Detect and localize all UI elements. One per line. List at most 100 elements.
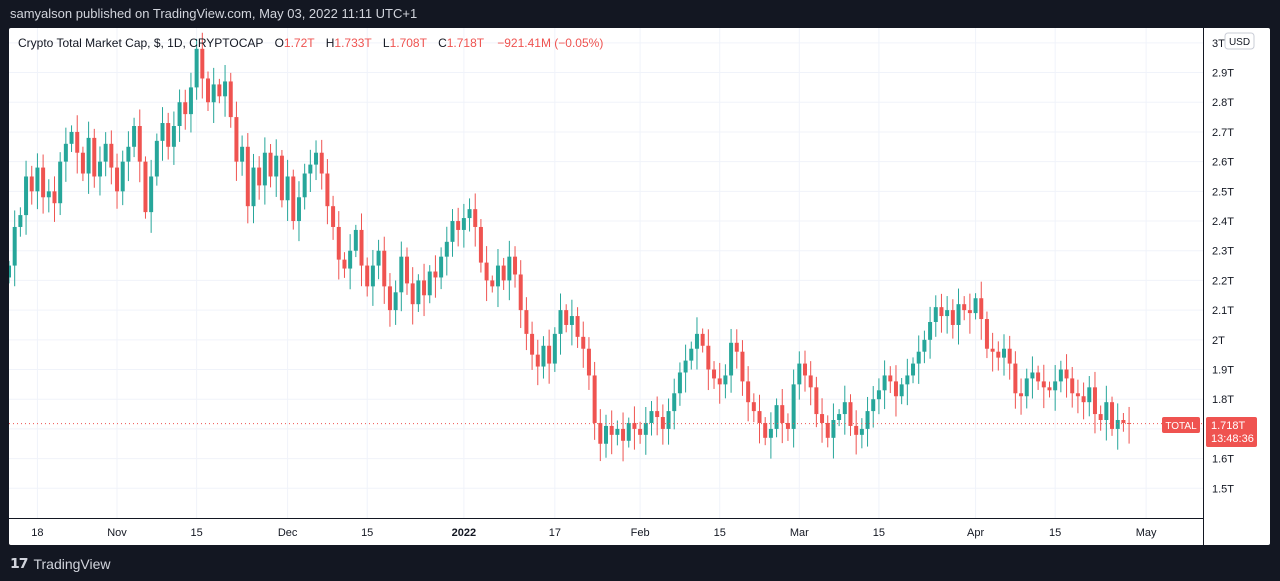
x-tick-label: 15 xyxy=(714,527,726,539)
candle-body xyxy=(405,256,409,284)
candle-body xyxy=(859,428,864,435)
candle-body xyxy=(194,48,199,88)
candle-body xyxy=(444,241,449,257)
legend-high-value: 1.733T xyxy=(334,36,372,50)
candle-body xyxy=(854,425,859,435)
symbol-tag: TOTAL xyxy=(1165,421,1197,432)
candle-body xyxy=(109,143,114,168)
candle-body xyxy=(797,363,802,385)
tradingview-logo[interactable]: 𝟭𝟳 TradingView xyxy=(10,555,111,572)
candle-body xyxy=(507,256,512,281)
candle-body xyxy=(1092,387,1097,415)
y-tick-label: 2.1T xyxy=(1212,305,1234,317)
legend-open-label: O xyxy=(275,36,284,50)
candle-body xyxy=(41,167,46,198)
x-tick-label: 15 xyxy=(1049,527,1061,539)
candle-body xyxy=(706,345,711,370)
price-tag-value: 1.718T xyxy=(1211,420,1246,432)
candle-body xyxy=(1098,414,1103,420)
y-tick-label: 2.3T xyxy=(1212,246,1234,258)
publisher-line: samyalson published on TradingView.com, … xyxy=(10,6,418,21)
candle-body xyxy=(694,333,699,349)
y-tick-label: 2.8T xyxy=(1212,97,1234,109)
candle-body xyxy=(848,402,853,426)
candle-body xyxy=(171,126,176,147)
candle-body xyxy=(911,363,916,376)
y-tick-label: 2.5T xyxy=(1212,186,1234,198)
candle-body xyxy=(1047,387,1052,391)
x-tick-label: May xyxy=(1136,527,1157,539)
candle-body xyxy=(899,384,904,397)
candle-body xyxy=(990,348,995,352)
legend-symbol: Crypto Total Market Cap, $, 1D, CRYPTOCA… xyxy=(18,36,263,50)
currency-badge[interactable]: USD xyxy=(1229,37,1250,48)
candle-body xyxy=(791,384,796,429)
candle-body xyxy=(558,310,563,334)
x-tick-label: 15 xyxy=(873,527,885,539)
candle-body xyxy=(1024,378,1029,397)
candle-body xyxy=(922,339,927,352)
price-tag-box xyxy=(1206,417,1257,447)
y-tick-label: 2.6T xyxy=(1212,157,1234,169)
x-tick-label: Dec xyxy=(278,527,298,539)
candle-body xyxy=(729,342,734,376)
chart-frame: 1.5T1.6T1.7T1.8T1.9T2T2.1T2.2T2.3T2.4T2.… xyxy=(9,28,1270,545)
candle-body xyxy=(1075,393,1080,397)
candle-body xyxy=(268,152,273,177)
candle-body xyxy=(530,333,535,355)
candle-body xyxy=(689,348,694,361)
candle-body xyxy=(422,280,427,296)
candle-body xyxy=(120,161,125,192)
candle-body xyxy=(314,152,319,165)
candle-body xyxy=(541,345,546,367)
candle-body xyxy=(473,209,478,227)
candle-body xyxy=(1041,381,1046,388)
candle-body xyxy=(780,405,785,423)
y-tick-label: 1.8T xyxy=(1212,394,1234,406)
candle-body xyxy=(655,411,660,418)
candle-body xyxy=(524,310,529,334)
candle-body xyxy=(154,140,159,177)
candle-body xyxy=(871,399,876,412)
candle-body xyxy=(376,250,381,266)
candle-body xyxy=(1115,420,1120,429)
candle-body xyxy=(495,265,500,287)
chart-grid xyxy=(9,28,1203,518)
x-tick-label: 17 xyxy=(549,527,561,539)
candle-body xyxy=(1104,402,1109,420)
tradingview-logo-icon: 𝟭𝟳 xyxy=(10,555,29,571)
x-tick-label: 15 xyxy=(361,527,373,539)
x-tick-label: Nov xyxy=(107,527,127,539)
currency-badge-box[interactable] xyxy=(1224,32,1255,50)
candle-body xyxy=(97,161,102,177)
candle-body xyxy=(257,167,262,186)
candle-body xyxy=(592,375,597,423)
candle-body xyxy=(228,81,233,118)
candle-body xyxy=(1053,381,1058,391)
candle-body xyxy=(888,375,893,382)
candle-body xyxy=(763,422,768,438)
candle-body xyxy=(18,215,23,227)
candle-body xyxy=(774,405,779,429)
candle-body xyxy=(717,378,722,385)
candles xyxy=(9,32,1132,462)
candle-body xyxy=(467,209,472,219)
candle-body xyxy=(842,402,847,415)
candle-body xyxy=(439,256,444,278)
x-tick-label: Apr xyxy=(967,527,984,539)
candle-body xyxy=(359,229,364,266)
candle-body xyxy=(279,155,284,201)
candle-body xyxy=(393,292,398,311)
candle-body xyxy=(962,304,967,311)
candle-body xyxy=(552,333,557,364)
y-tick-label: 2.7T xyxy=(1212,127,1234,139)
candle-body xyxy=(666,411,671,429)
time-axis[interactable]: 18 Nov 15 Dec 15 2022 17 Feb 15 Mar 15 Apr 15 May xyxy=(31,527,1157,539)
candle-body xyxy=(984,319,989,349)
symbol-tag-box xyxy=(1162,417,1200,433)
candle-body xyxy=(547,345,552,364)
price-chart[interactable]: 1.5T1.6T1.7T1.8T1.9T2T2.1T2.2T2.3T2.4T2.… xyxy=(9,28,1270,545)
x-tick-label: 15 xyxy=(191,527,203,539)
candle-body xyxy=(882,375,887,391)
y-tick-label: 1.6T xyxy=(1212,454,1234,466)
